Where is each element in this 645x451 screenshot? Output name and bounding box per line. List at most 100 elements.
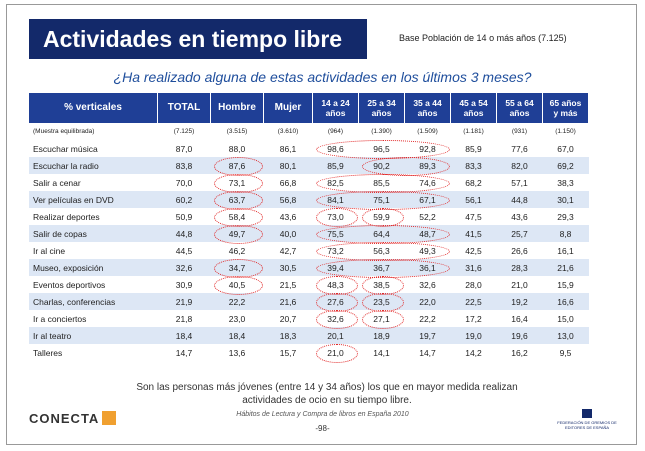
cell: 18,4 [210, 327, 264, 344]
row-label: Talleres [33, 347, 63, 358]
cell: 57,1 [511, 177, 528, 188]
cell: 56,3 [373, 245, 390, 256]
cell: 16,4 [511, 313, 528, 324]
cell: 8,8 [542, 225, 589, 242]
cell: 74,6 [419, 177, 436, 188]
header-cell: 35 a 44 años [404, 93, 451, 123]
cell: 19,0 [450, 327, 497, 344]
header-cell: % verticales [29, 93, 158, 123]
cell: 69,2 [542, 157, 589, 174]
cell: 14,7 [419, 347, 436, 358]
cell: 77,6 [511, 143, 528, 154]
cell: 14,2 [465, 347, 482, 358]
header-cell: TOTAL [157, 93, 211, 123]
cell: 29,3 [557, 211, 574, 222]
cell: 28,0 [465, 279, 482, 290]
cell: 68,2 [465, 177, 482, 188]
cell: 42,7 [279, 245, 297, 256]
header-cell: 25 a 34 años [358, 93, 405, 123]
header-cell: 14 a 24 años [312, 93, 359, 123]
source: Hábitos de Lectura y Compra de libros en… [236, 411, 409, 418]
cell: 21,9 [157, 293, 211, 310]
cell: 49,3 [419, 245, 436, 256]
cell: 83,3 [450, 157, 497, 174]
cell: 22,0 [404, 293, 451, 310]
cell: 18,4 [157, 327, 211, 344]
row-label: Ir al cine [33, 245, 66, 256]
logo-icon [582, 409, 592, 418]
cell: 31,6 [450, 259, 497, 276]
cell: 38,3 [557, 177, 574, 188]
cell: 59,9 [373, 211, 390, 222]
row-label: Salir a cenar [33, 177, 81, 188]
logo-text: FEDERACIÓN DE GREMIOS DE EDITORES DE ESP… [557, 420, 617, 430]
logo-left: CONECTA [29, 411, 117, 426]
cell: 21,0 [511, 279, 528, 290]
cell: 44,8 [496, 191, 543, 208]
cell: (3.515) [226, 128, 248, 135]
cell: 41,5 [450, 225, 497, 242]
cell: 43,6 [279, 211, 297, 222]
cell: (3.610) [277, 128, 299, 135]
row-label: Escuchar la radio [29, 157, 158, 174]
cell: 82,5 [327, 177, 344, 188]
cell: 21,6 [263, 293, 313, 310]
logo-icon [102, 411, 117, 425]
cell: 58,4 [228, 211, 246, 222]
cell: 39,4 [312, 259, 359, 276]
row-label: Ver películas en DVD [29, 191, 158, 208]
cell: 16,2 [511, 347, 528, 358]
cell: 21,6 [542, 259, 589, 276]
cell: 73,1 [228, 177, 246, 188]
cell: 87,0 [175, 143, 193, 154]
cell: 28,3 [496, 259, 543, 276]
cell: 84,1 [312, 191, 359, 208]
row-label: Charlas, conferencias [29, 293, 158, 310]
cell: 40,5 [228, 279, 246, 290]
row-label: Realizar deportes [33, 211, 100, 222]
cell: 73,2 [327, 245, 344, 256]
cell: 27,1 [373, 313, 390, 324]
conclusion: Son las personas más jóvenes (entre 14 y… [136, 382, 518, 406]
cell: 44,8 [157, 225, 211, 242]
cell: 98,6 [327, 143, 344, 154]
cell: 14,7 [175, 347, 193, 358]
cell: 19,6 [496, 327, 543, 344]
cell: 40,0 [263, 225, 313, 242]
row-label: Eventos deportivos [33, 279, 106, 290]
cell: 15,0 [557, 313, 574, 324]
logo-right: FEDERACIÓN DE GREMIOS DE EDITORES DE ESP… [552, 409, 622, 430]
cell: 19,7 [404, 327, 451, 344]
cell: 42,5 [465, 245, 482, 256]
cell: 34,7 [210, 259, 264, 276]
row-label: Ir al teatro [29, 327, 158, 344]
page-number: -98- [315, 424, 330, 433]
cell: 19,2 [496, 293, 543, 310]
cell: 50,9 [175, 211, 193, 222]
cell: 30,1 [542, 191, 589, 208]
cell: 21,8 [175, 313, 193, 324]
table-row: Salir a cenar 70,0 73,1 66,8 82,5 85,5 74,6 68,… [29, 174, 589, 191]
table-row: Realizar deportes 50,9 58,4 43,6 73,0 59,9 52,… [29, 208, 589, 225]
cell: 56,1 [450, 191, 497, 208]
table-row: Escuchar música 87,0 88,0 86,1 98,6 96,5 92,8 8… [29, 140, 589, 157]
cell: 36,7 [358, 259, 405, 276]
cell: 43,6 [511, 211, 528, 222]
cell: 16,1 [557, 245, 574, 256]
cell: 67,1 [404, 191, 451, 208]
cell: 13,0 [542, 327, 589, 344]
table-row: Escuchar la radio 83,8 87,6 80,1 85,9 90,2 89,… [29, 157, 589, 174]
cell: 48,7 [404, 225, 451, 242]
cell: 92,8 [419, 143, 436, 154]
cell: 52,2 [419, 211, 436, 222]
cell: 15,7 [279, 347, 297, 358]
cell: 26,6 [511, 245, 528, 256]
cell: 56,8 [263, 191, 313, 208]
cell: 17,2 [465, 313, 482, 324]
base-note: Base Población de 14 o más años (7.125) [399, 33, 567, 43]
cell: (1.150) [555, 128, 576, 135]
header-cell: Mujer [263, 93, 313, 123]
cell: 20,1 [312, 327, 359, 344]
cell: 47,5 [465, 211, 482, 222]
